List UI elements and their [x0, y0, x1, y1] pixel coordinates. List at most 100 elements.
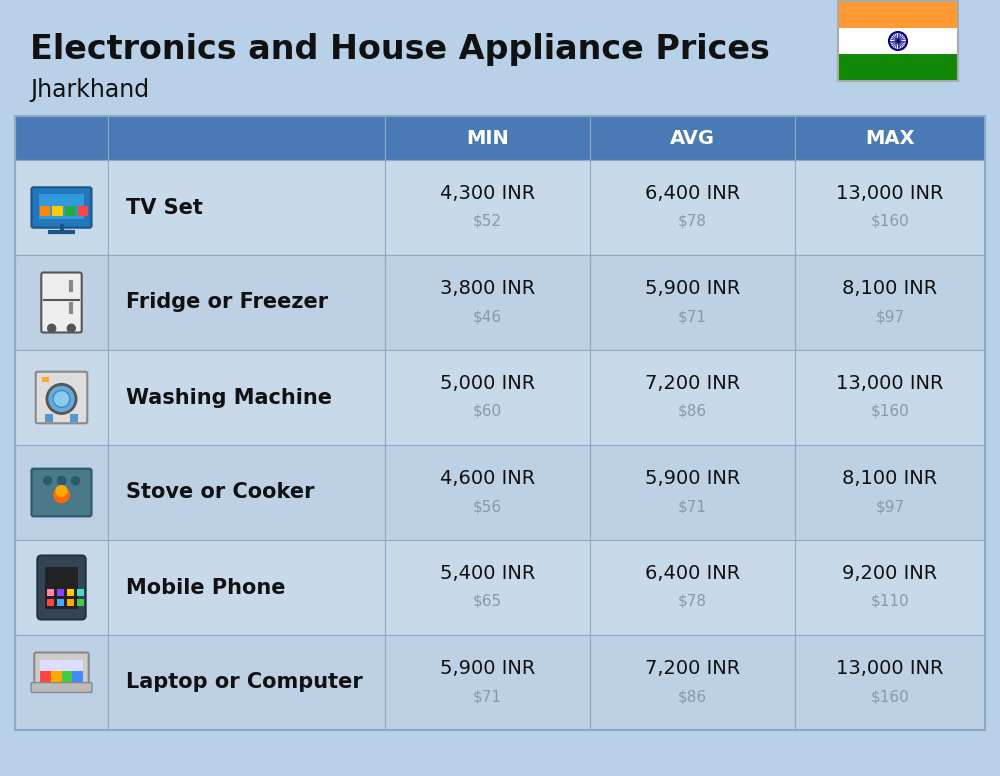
Text: MAX: MAX	[865, 129, 915, 147]
Text: $65: $65	[473, 594, 502, 609]
Bar	[795, 350, 985, 445]
Text: 13,000 INR: 13,000 INR	[836, 659, 944, 678]
Bar	[40, 670, 51, 682]
Text: 7,200 INR: 7,200 INR	[645, 374, 740, 393]
Bar	[15, 350, 108, 445]
Circle shape	[44, 476, 52, 485]
Bar	[838, 28, 958, 54]
Text: TV Set: TV Set	[126, 198, 203, 217]
Text: $86: $86	[678, 404, 707, 419]
FancyBboxPatch shape	[32, 187, 92, 227]
Bar	[15, 255, 108, 350]
Bar	[40, 206, 50, 217]
Text: Jharkhand: Jharkhand	[30, 78, 149, 102]
Circle shape	[71, 476, 79, 485]
Bar	[45, 414, 53, 422]
Text: 5,900 INR: 5,900 INR	[645, 279, 740, 298]
Bar	[590, 445, 795, 540]
Bar	[385, 116, 590, 160]
Bar	[590, 350, 795, 445]
Bar	[65, 206, 76, 217]
Text: 6,400 INR: 6,400 INR	[645, 564, 740, 583]
Bar	[57, 589, 64, 596]
Circle shape	[58, 476, 66, 485]
Bar	[590, 635, 795, 730]
Bar	[67, 599, 74, 606]
Text: $71: $71	[678, 499, 707, 514]
FancyBboxPatch shape	[32, 469, 92, 516]
Text: Stove or Cooker: Stove or Cooker	[126, 483, 314, 503]
Text: 4,300 INR: 4,300 INR	[440, 184, 535, 203]
Bar	[45, 566, 78, 608]
Bar	[108, 540, 385, 635]
Bar	[15, 445, 108, 540]
Bar	[385, 635, 590, 730]
FancyBboxPatch shape	[31, 683, 92, 692]
Text: $78: $78	[678, 594, 707, 609]
Bar	[108, 635, 385, 730]
Bar	[838, 54, 958, 81]
Text: $78: $78	[678, 214, 707, 229]
Bar	[15, 160, 108, 255]
Bar	[590, 160, 795, 255]
Text: AVG: AVG	[670, 129, 715, 147]
Bar	[795, 445, 985, 540]
Bar	[62, 670, 72, 682]
Text: Washing Machine: Washing Machine	[126, 387, 332, 407]
Bar	[795, 540, 985, 635]
Circle shape	[53, 390, 70, 407]
Bar	[78, 206, 88, 217]
Bar	[15, 116, 985, 730]
Bar	[15, 635, 108, 730]
Text: 5,900 INR: 5,900 INR	[440, 659, 535, 678]
Circle shape	[67, 324, 75, 332]
FancyBboxPatch shape	[41, 272, 82, 332]
Bar	[51, 670, 62, 682]
Text: 6,400 INR: 6,400 INR	[645, 184, 740, 203]
Text: Mobile Phone: Mobile Phone	[126, 577, 286, 598]
Circle shape	[47, 384, 76, 414]
Text: $97: $97	[875, 499, 905, 514]
Text: 13,000 INR: 13,000 INR	[836, 374, 944, 393]
Bar	[838, 1, 958, 81]
Bar	[15, 116, 108, 160]
Bar	[838, 1, 958, 28]
Bar	[67, 589, 74, 596]
Text: $160: $160	[871, 404, 909, 419]
Bar	[39, 193, 84, 220]
Bar	[52, 206, 63, 217]
FancyBboxPatch shape	[36, 372, 87, 423]
Text: $160: $160	[871, 689, 909, 704]
Text: $71: $71	[678, 309, 707, 324]
Bar	[108, 350, 385, 445]
Text: Electronics and House Appliance Prices: Electronics and House Appliance Prices	[30, 33, 770, 67]
Bar	[385, 160, 590, 255]
Bar	[590, 116, 795, 160]
Text: 3,800 INR: 3,800 INR	[440, 279, 535, 298]
Bar	[385, 255, 590, 350]
Bar	[72, 670, 83, 682]
Text: 9,200 INR: 9,200 INR	[842, 564, 938, 583]
Text: Laptop or Computer: Laptop or Computer	[126, 673, 363, 692]
Text: 5,400 INR: 5,400 INR	[440, 564, 535, 583]
Bar	[590, 255, 795, 350]
Bar	[795, 116, 985, 160]
Text: 13,000 INR: 13,000 INR	[836, 184, 944, 203]
FancyBboxPatch shape	[34, 653, 89, 688]
Bar	[77, 599, 84, 606]
Bar	[108, 255, 385, 350]
Text: 5,000 INR: 5,000 INR	[440, 374, 535, 393]
Text: 8,100 INR: 8,100 INR	[842, 469, 938, 488]
Bar	[47, 599, 54, 606]
Text: 7,200 INR: 7,200 INR	[645, 659, 740, 678]
Bar	[108, 116, 385, 160]
Bar	[57, 599, 64, 606]
Text: $60: $60	[473, 404, 502, 419]
Bar	[77, 589, 84, 596]
Text: 8,100 INR: 8,100 INR	[842, 279, 938, 298]
Bar	[385, 540, 590, 635]
Bar	[47, 589, 54, 596]
Text: $160: $160	[871, 214, 909, 229]
Bar	[795, 635, 985, 730]
Bar	[70, 414, 78, 422]
